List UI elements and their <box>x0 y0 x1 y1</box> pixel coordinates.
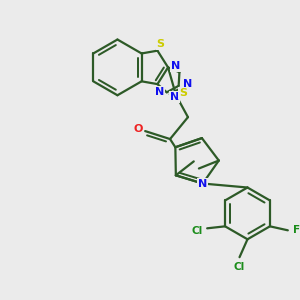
Text: N: N <box>170 92 179 102</box>
Text: S: S <box>179 88 187 98</box>
Text: Cl: Cl <box>234 262 245 272</box>
Text: N: N <box>183 79 192 89</box>
Text: Cl: Cl <box>192 226 203 236</box>
Text: N: N <box>155 87 164 97</box>
Text: N: N <box>198 178 207 188</box>
Text: S: S <box>157 39 164 49</box>
Text: F: F <box>293 225 300 235</box>
Text: O: O <box>134 124 143 134</box>
Text: N: N <box>171 61 180 71</box>
